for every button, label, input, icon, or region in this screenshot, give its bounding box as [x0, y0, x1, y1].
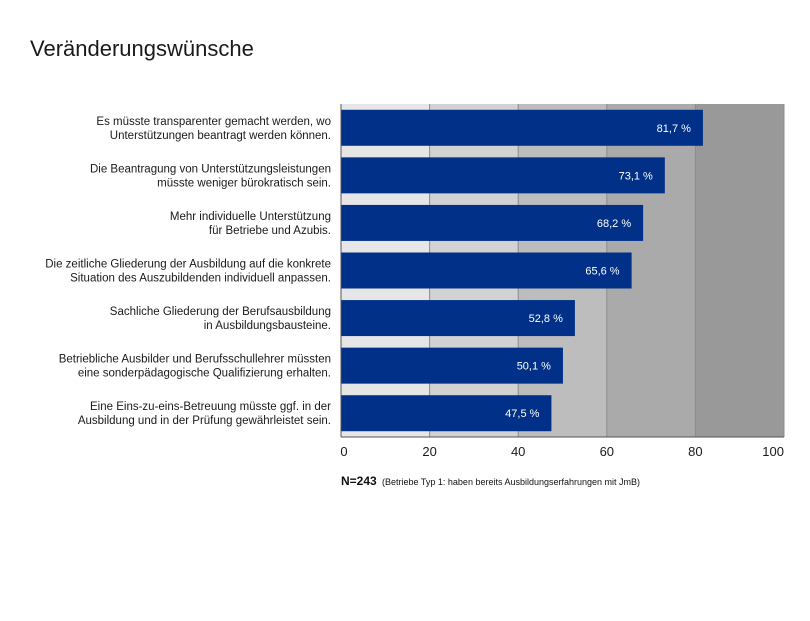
- category-labels: Es müsste transparenter gemacht werden, …: [45, 116, 331, 427]
- category-label: müsste weniger bürokratisch sein.: [157, 177, 331, 189]
- bar-value-label: 73,1 %: [619, 170, 653, 182]
- bar-value-label: 47,5 %: [505, 408, 539, 420]
- bar-value-label: 52,8 %: [529, 313, 563, 325]
- bar: [341, 204, 644, 241]
- bar-value-label: 50,1 %: [517, 361, 551, 373]
- x-tick-label: 20: [422, 444, 436, 459]
- category-label: Es müsste transparenter gemacht werden, …: [96, 116, 331, 128]
- category-label: Betriebliche Ausbilder und Berufsschulle…: [59, 354, 331, 366]
- category-label: Ausbildung und in der Prüfung gewährleis…: [78, 415, 331, 427]
- x-tick-label: 0: [340, 444, 347, 459]
- category-label: Situation des Auszubildenden individuell…: [70, 273, 331, 285]
- x-tick-label: 100: [762, 444, 784, 459]
- category-label: eine sonderpädagogische Qualifizierung e…: [78, 368, 331, 380]
- bar: [341, 395, 552, 432]
- bar: [341, 252, 632, 289]
- bar: [341, 347, 563, 384]
- category-label: für Betriebe und Azubis.: [209, 225, 331, 237]
- bars: [341, 109, 703, 432]
- category-label: Sachliche Gliederung der Berufsausbildun…: [110, 306, 331, 318]
- background-band-80-100: [695, 104, 784, 437]
- chart-title: Veränderungswünsche: [30, 36, 254, 61]
- bar: [341, 109, 703, 146]
- category-label: Die Beantragung von Unterstützungsleistu…: [90, 163, 331, 175]
- sample-description: (Betriebe Typ 1: haben bereits Ausbildun…: [382, 477, 641, 487]
- bar-value-label: 68,2 %: [597, 218, 631, 230]
- bar-value-labels: 81,7 % 73,1 % 68,2 % 65,6 % 52,8 % 50,1 % 47,5…: [505, 123, 691, 420]
- category-label: Mehr individuelle Unterstützung: [170, 211, 331, 223]
- category-label: Die zeitliche Gliederung der Ausbildung …: [45, 259, 331, 271]
- bar-value-label: 65,6 %: [585, 266, 619, 278]
- bar: [341, 300, 575, 337]
- category-label: Eine Eins-zu-eins-Betreuung müsste ggf. …: [90, 401, 331, 413]
- x-tick-label: 80: [688, 444, 702, 459]
- bar: [341, 157, 665, 194]
- sample-note: N=243 (Betriebe Typ 1: haben bereits Aus…: [341, 474, 640, 488]
- sample-size: N=243: [341, 474, 377, 488]
- x-tick-label: 40: [511, 444, 525, 459]
- category-label: in Ausbildungsbausteine.: [204, 320, 331, 332]
- x-tick-label: 60: [600, 444, 614, 459]
- bar-value-label: 81,7 %: [657, 123, 691, 135]
- x-axis: 0 20 40 60 80 100: [340, 104, 784, 459]
- category-label: Unterstützungen beantragt werden können.: [110, 130, 331, 142]
